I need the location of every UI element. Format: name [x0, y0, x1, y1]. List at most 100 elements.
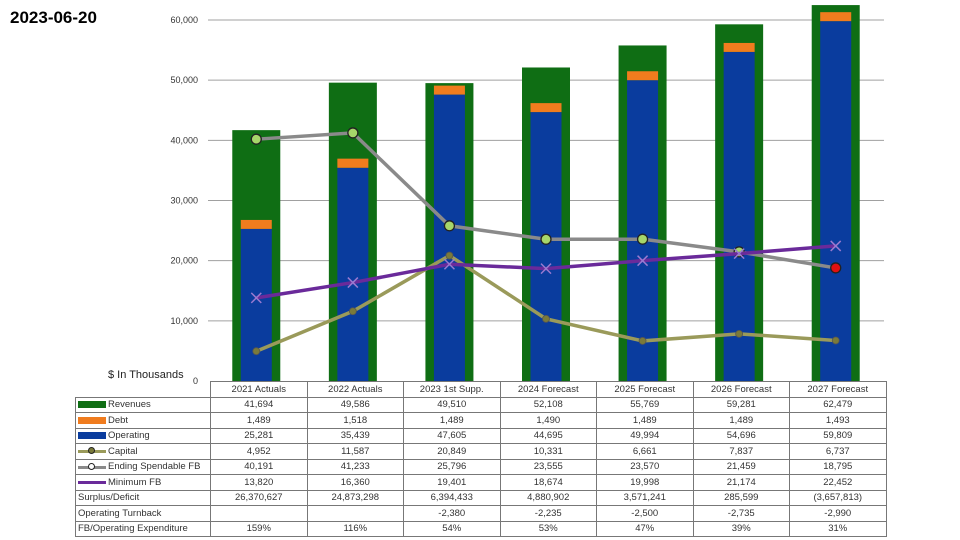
capital-point: [638, 337, 647, 345]
value-cell: 19,998: [596, 474, 694, 491]
value-cell: [210, 505, 308, 522]
minimum-fb-point: [540, 263, 552, 275]
value-cell: 1,489: [692, 412, 790, 429]
table-row: Operating 25,281 35,439 47,605 44,695 49,994 5…: [75, 427, 887, 444]
value-cell: 20,849: [403, 443, 501, 460]
value-cell: 47%: [596, 520, 694, 537]
value-cell: 22,452: [789, 474, 887, 491]
ending-spendable-fb-point: [830, 262, 842, 274]
value-cell: 159%: [210, 520, 308, 537]
y-tick-label: 50,000: [170, 75, 198, 85]
ending-spendable-fb-point: [250, 133, 262, 145]
series-label-cell: Minimum FB: [75, 474, 211, 491]
value-cell: 54,696: [692, 427, 790, 444]
category-label: 2021 Actuals: [210, 381, 308, 398]
row-label: Surplus/Deficit: [75, 489, 211, 506]
value-cell: 41,233: [306, 458, 404, 475]
value-cell: -2,235: [499, 505, 597, 522]
debt-bar: [337, 158, 369, 168]
operating-bar: [337, 167, 369, 381]
series-label-cell: Debt: [75, 412, 211, 429]
minimum-fb-point: [830, 240, 842, 252]
table-row: Debt 1,489 1,518 1,489 1,490 1,489 1,489 1,493: [75, 412, 887, 429]
value-cell: 1,493: [789, 412, 887, 429]
operating-bar: [530, 112, 562, 381]
debt-bar: [627, 71, 659, 81]
value-cell: 26,370,627: [210, 489, 308, 506]
value-cell: 13,820: [210, 474, 308, 491]
operating-bar: [627, 80, 659, 382]
y-tick-label: 40,000: [170, 135, 198, 145]
series-label-cell: Ending Spendable FB: [75, 458, 211, 475]
legend-key: [78, 447, 106, 455]
y-tick-label: 20,000: [170, 256, 198, 266]
legend-key: [78, 462, 106, 471]
category-label: 2022 Actuals: [306, 381, 404, 398]
value-cell: 116%: [306, 520, 404, 537]
table-row: FB/Operating Expenditure 159% 116% 54% 53% 47…: [75, 520, 887, 537]
y-tick-label: 10,000: [170, 316, 198, 326]
debt-bar: [820, 12, 852, 22]
series-label-cell: Operating: [75, 427, 211, 444]
y-tick-label: 30,000: [170, 196, 198, 206]
row-label: Operating Turnback: [75, 505, 211, 522]
value-cell: 1,518: [306, 412, 404, 429]
series-name: Minimum FB: [108, 476, 162, 488]
data-table: 2021 Actuals 2022 Actuals 2023 1st Supp. 20…: [75, 381, 887, 537]
value-cell: 21,459: [692, 458, 790, 475]
debt-bar: [433, 85, 465, 95]
value-cell: 16,360: [306, 474, 404, 491]
table-row: Revenues 41,694 49,586 49,510 52,108 55,769 59…: [75, 396, 887, 413]
value-cell: 39%: [692, 520, 790, 537]
category-label: 2027 Forecast: [789, 381, 887, 398]
category-label: 2024 Forecast: [499, 381, 597, 398]
value-cell: 49,510: [403, 396, 501, 413]
value-cell: 55,769: [596, 396, 694, 413]
value-cell: 285,599: [692, 489, 790, 506]
value-cell: 3,571,241: [596, 489, 694, 506]
value-cell: 25,796: [403, 458, 501, 475]
value-cell: -2,990: [789, 505, 887, 522]
value-cell: 18,795: [789, 458, 887, 475]
value-cell: 44,695: [499, 427, 597, 444]
table-row: Operating Turnback -2,380 -2,235 -2,500 -2,7…: [75, 505, 887, 522]
series-name: Capital: [108, 445, 138, 457]
value-cell: 1,489: [596, 412, 694, 429]
capital-point: [252, 347, 261, 356]
capital-point: [735, 329, 744, 338]
value-cell: 18,674: [499, 474, 597, 491]
value-cell: 40,191: [210, 458, 308, 475]
value-cell: 10,331: [499, 443, 597, 460]
debt-bar: [240, 219, 272, 229]
value-cell: 1,489: [403, 412, 501, 429]
value-cell: 1,490: [499, 412, 597, 429]
capital-point: [542, 314, 550, 323]
operating-bar: [723, 51, 755, 381]
y-tick-label: 0: [193, 376, 198, 386]
series-label-cell: Revenues: [75, 396, 211, 413]
corner-cell: [75, 381, 211, 398]
debt-bar: [530, 103, 562, 113]
ending-spendable-fb-point: [540, 233, 552, 245]
value-cell: -2,735: [692, 505, 790, 522]
value-cell: 59,281: [692, 396, 790, 413]
value-cell: 1,489: [210, 412, 308, 429]
value-cell: -2,500: [596, 505, 694, 522]
operating-bar: [240, 228, 272, 381]
value-cell: 59,809: [789, 427, 887, 444]
series-name: Debt: [108, 414, 129, 426]
value-cell: 54%: [403, 520, 501, 537]
table-row: Capital 4,952 11,587 20,849 10,331 6,661 7,837…: [75, 443, 887, 460]
table-row: Surplus/Deficit 26,370,627 24,873,298 6,394…: [75, 489, 887, 506]
value-cell: 62,479: [789, 396, 887, 413]
value-cell: 21,174: [692, 474, 790, 491]
category-label: 2023 1st Supp.: [403, 381, 501, 398]
date-label: 2023-06-20: [10, 8, 97, 27]
ending-spendable-fb-point: [636, 233, 649, 245]
value-cell: 24,873,298: [306, 489, 404, 506]
minimum-fb-point: [250, 292, 262, 304]
y-tick-label: 60,000: [170, 15, 198, 25]
capital-point: [348, 307, 357, 316]
value-cell: 19,401: [403, 474, 501, 491]
value-cell: 6,661: [596, 443, 694, 460]
